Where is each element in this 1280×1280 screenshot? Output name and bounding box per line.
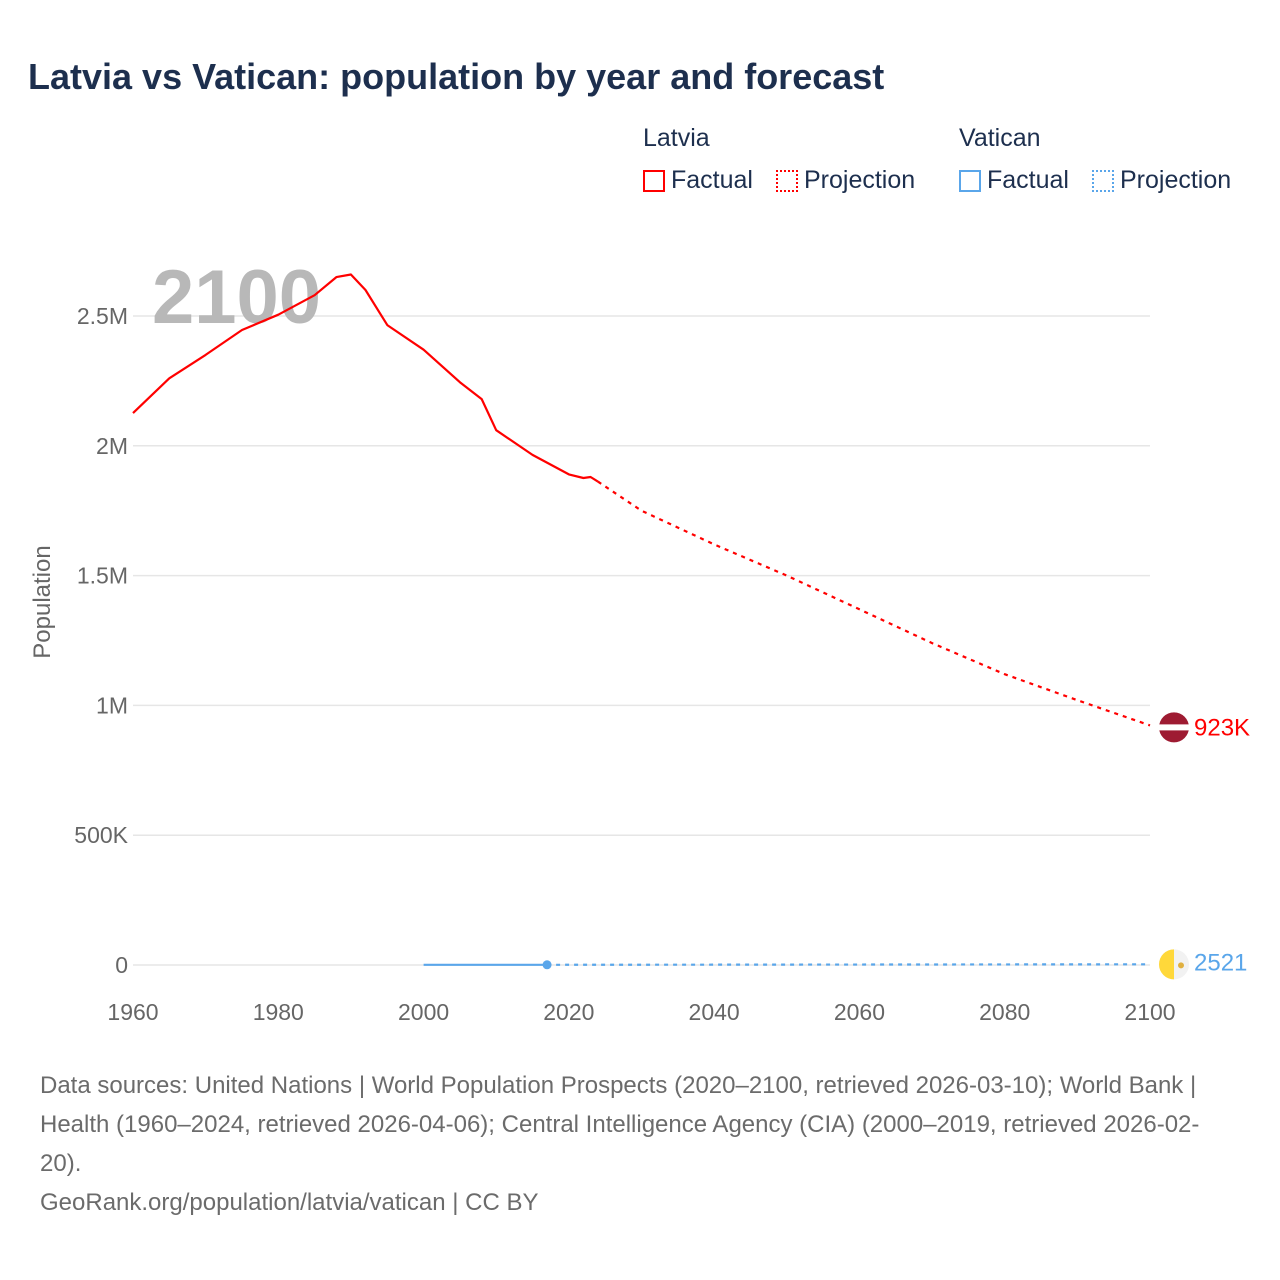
data-sources: Data sources: United Nations | World Pop… (40, 1072, 1200, 1177)
flag-yellow-half (1159, 949, 1174, 980)
legend-vatican-projection[interactable]: Projection (1092, 166, 1231, 195)
latvia-projection-line (597, 480, 1151, 727)
x-tick-label: 1960 (107, 999, 158, 1025)
chart-title: Latvia vs Vatican: population by year an… (28, 56, 885, 97)
vatican-end-label: 2521 (1194, 949, 1247, 976)
year-watermark: 2100 (152, 255, 321, 340)
flag-emblem (1178, 962, 1184, 969)
latvia-end-label: 923K (1194, 714, 1250, 741)
y-tick-label: 500K (74, 822, 128, 848)
y-tick-label: 2.5M (77, 303, 128, 329)
legend-swatch-dotted (1092, 169, 1114, 192)
legend-swatch-solid (643, 169, 665, 192)
legend-label: Factual (671, 166, 753, 194)
footer: Data sources: United Nations | World Pop… (40, 1066, 1240, 1222)
legend-swatch-solid (959, 169, 981, 192)
x-tick-label: 2060 (834, 999, 885, 1025)
chart-plot: 0 500K 1M 1.5M 2M 2.5M 1960 1980 2000 2020 2040 206… (29, 255, 1250, 1025)
legend-vatican-factual[interactable]: Factual (959, 166, 1069, 195)
x-tick-label: 1980 (253, 999, 304, 1025)
legend-latvia-projection[interactable]: Projection (776, 166, 915, 195)
latvia-factual-line (132, 273, 599, 483)
legend-label: Projection (804, 166, 916, 194)
x-tick-label: 2080 (979, 999, 1030, 1025)
x-tick-label: 2000 (398, 999, 449, 1025)
legend-latvia-factual[interactable]: Factual (643, 166, 753, 195)
legend-group-vatican: Vatican (959, 124, 1041, 152)
credit-link[interactable]: GeoRank.org/population/latvia/vatican | … (40, 1189, 539, 1216)
latvia-flag-icon (1159, 712, 1189, 743)
vatican-flag-icon (1159, 949, 1189, 980)
y-tick-label: 0 (115, 952, 128, 978)
legend-label: Factual (987, 166, 1069, 194)
y-tick-label: 1M (96, 692, 128, 718)
x-tick-label: 2100 (1124, 999, 1175, 1025)
legend-label: Projection (1120, 166, 1232, 194)
y-tick-label: 1.5M (77, 563, 128, 589)
vatican-last-factual-point (542, 960, 552, 970)
y-axis-label: Population (29, 545, 56, 658)
x-tick-label: 2020 (543, 999, 594, 1025)
y-tick-label: 2M (96, 433, 128, 459)
x-tick-label: 2040 (689, 999, 740, 1025)
legend-swatch-dotted (776, 169, 798, 192)
legend-group-latvia: Latvia (643, 124, 710, 152)
flag-stripe (1159, 724, 1189, 731)
